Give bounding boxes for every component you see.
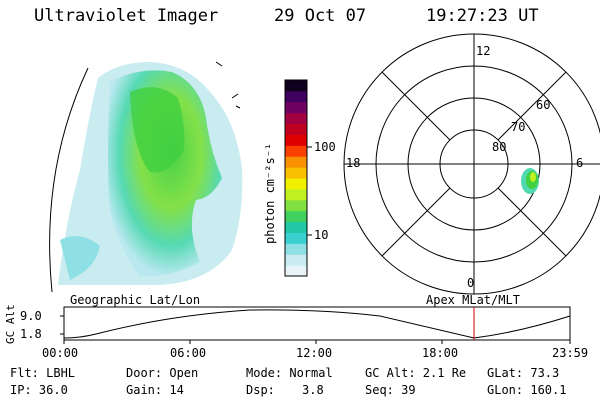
polar-label-0: 0 <box>467 276 475 290</box>
instrument-title: Ultraviolet Imager <box>34 6 219 26</box>
polar-plot <box>343 33 600 295</box>
polar-lat-60: 60 <box>536 98 551 112</box>
info-mode: Mode: Normal <box>246 366 333 380</box>
altitude-curve <box>63 309 571 339</box>
colorbar-frame <box>284 79 308 277</box>
polar-label-6: 6 <box>576 156 584 170</box>
polar-lat-80: 80 <box>492 140 507 154</box>
colorbar-band <box>285 112 307 125</box>
colorbar-band <box>285 265 307 277</box>
timeline-left-title: Geographic Lat/Lon <box>70 293 201 307</box>
info-gc-alt: GC Alt: 2.1 Re <box>365 366 467 380</box>
colorbar-band <box>285 80 307 92</box>
colorbar-band <box>285 123 307 135</box>
ytick-label-9: 9.0 <box>20 309 42 323</box>
timeline-frame <box>63 306 571 341</box>
xtick-label-24: 23:59 <box>552 346 589 360</box>
info-dsp-value: 3.8 <box>302 383 324 397</box>
colorbar-band <box>285 156 307 168</box>
colorbar-band <box>285 232 307 244</box>
colorbar <box>285 80 307 277</box>
info-gain: Gain: 14 <box>126 383 184 397</box>
colorbar-band <box>285 210 307 223</box>
colorbar-band <box>285 199 307 212</box>
colorbar-band <box>285 134 307 146</box>
date-label: 29 Oct 07 <box>274 6 367 26</box>
colorbar-band <box>285 188 307 201</box>
colorbar-label-10: 10 <box>314 228 329 242</box>
time-label: 19:27:23 UT <box>426 6 539 26</box>
xtick-label-6: 06:00 <box>170 346 207 360</box>
polar-label-18: 18 <box>346 156 361 170</box>
timeline-right-title: Apex MLat/MLT <box>426 293 520 307</box>
colorbar-unit-label: photon cm⁻²s⁻¹ <box>263 142 277 244</box>
polar-label-12: 12 <box>476 44 491 58</box>
info-ip: IP: 36.0 <box>10 383 68 397</box>
colorbar-band <box>285 101 307 114</box>
geographic-image <box>58 61 243 285</box>
info-filter: Flt: LBHL <box>10 366 76 380</box>
info-glat: GLat: 73.3 <box>487 366 560 380</box>
colorbar-band <box>285 243 307 255</box>
info-seq: Seq: 39 <box>365 383 416 397</box>
info-glon: GLon: 160.1 <box>487 383 567 397</box>
ytick-label-1-8: 1.8 <box>20 327 42 341</box>
colorbar-band <box>285 178 307 190</box>
info-dsp-label: Dsp: <box>246 383 275 397</box>
info-door: Door: Open <box>126 366 199 380</box>
xtick-label-18: 18:00 <box>422 346 459 360</box>
timeline-ylabel: GC Alt <box>4 304 17 344</box>
earth-limb-arc <box>49 67 89 293</box>
colorbar-band <box>285 254 307 266</box>
colorbar-band <box>285 221 307 233</box>
polar-lat-70: 70 <box>511 120 526 134</box>
colorbar-band <box>285 145 307 157</box>
xtick-label-12: 12:00 <box>296 346 333 360</box>
colorbar-label-100: 100 <box>314 140 336 154</box>
colorbar-band <box>285 167 307 179</box>
colorbar-band <box>285 90 307 103</box>
xtick-label-0: 00:00 <box>42 346 79 360</box>
